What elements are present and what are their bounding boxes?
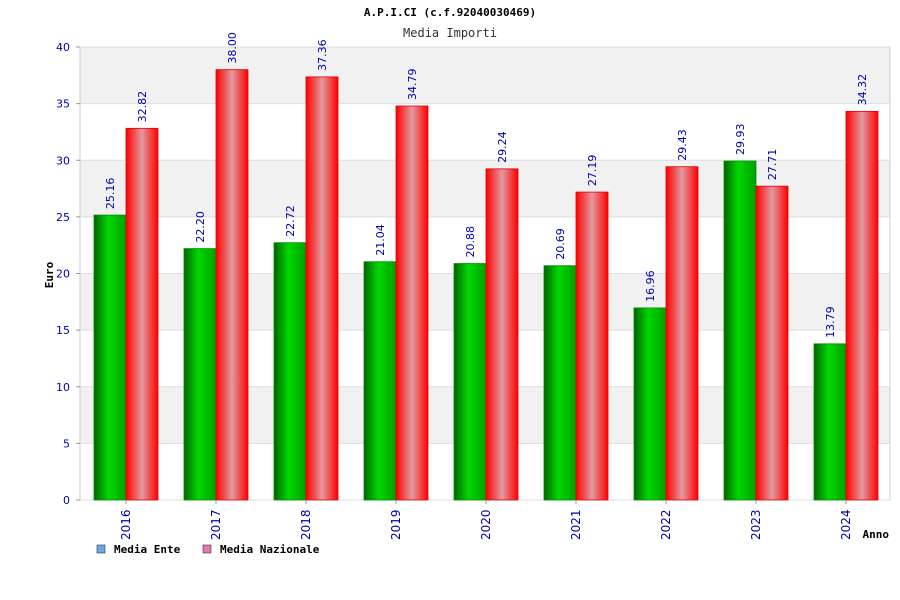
data-label: 38.00 xyxy=(226,32,239,64)
bar-nazionale-2018 xyxy=(305,76,339,501)
x-tick-label: 2019 xyxy=(389,509,403,540)
bar-nazionale-2019 xyxy=(395,105,429,501)
legend-label-ente: Media Ente xyxy=(114,543,181,556)
y-tick-label: 10 xyxy=(56,381,70,394)
bar-nazionale-2023 xyxy=(755,185,789,501)
data-label: 29.93 xyxy=(734,124,747,156)
bar-nazionale-2021 xyxy=(575,191,609,501)
bar-ente-2019 xyxy=(363,261,397,501)
plot-band xyxy=(80,47,890,104)
bar-ente-2022 xyxy=(633,307,667,501)
data-label: 22.20 xyxy=(194,211,207,243)
data-label: 29.43 xyxy=(676,129,689,161)
bar-ente-2023 xyxy=(723,160,757,501)
data-label: 13.79 xyxy=(824,306,837,338)
bar-nazionale-2017 xyxy=(215,69,249,501)
data-label: 27.71 xyxy=(766,149,779,181)
bar-ente-2021 xyxy=(543,265,577,501)
legend-label-nazionale: Media Nazionale xyxy=(220,543,320,556)
bar-nazionale-2016 xyxy=(125,127,159,501)
bar-ente-2017 xyxy=(183,248,217,501)
data-label: 16.96 xyxy=(644,270,657,302)
bar-nazionale-2024 xyxy=(845,110,879,501)
data-label: 22.72 xyxy=(284,205,297,237)
data-label: 27.19 xyxy=(586,155,599,187)
y-tick-label: 5 xyxy=(63,437,70,450)
y-axis: 0 5 10 15 20 25 30 35 40 xyxy=(56,41,80,507)
y-tick-label: 30 xyxy=(56,154,70,167)
chart-title: A.P.I.CI (c.f.92040030469) xyxy=(364,6,536,19)
bar-ente-2024 xyxy=(813,343,847,501)
bar-ente-2020 xyxy=(453,263,487,501)
x-tick-label: 2024 xyxy=(839,509,853,540)
bar-nazionale-2022 xyxy=(665,166,699,501)
data-label: 20.69 xyxy=(554,228,567,260)
data-label: 20.88 xyxy=(464,226,477,258)
bar-ente-2018 xyxy=(273,242,307,501)
x-tick-label: 2018 xyxy=(299,509,313,540)
x-axis: 2016 2017 2018 2019 2020 2021 2022 2023 2024 xyxy=(119,500,853,540)
data-label: 34.32 xyxy=(856,74,869,106)
plot-band xyxy=(80,103,890,161)
x-tick-label: 2016 xyxy=(119,509,133,540)
legend-swatch-nazionale xyxy=(202,544,212,554)
data-label: 25.16 xyxy=(104,178,117,210)
data-label: 21.04 xyxy=(374,224,387,256)
x-axis-label: Anno xyxy=(863,528,890,541)
x-tick-label: 2021 xyxy=(569,509,583,540)
data-label: 29.24 xyxy=(496,131,509,163)
y-tick-label: 0 xyxy=(63,494,70,507)
x-tick-label: 2023 xyxy=(749,509,763,540)
y-tick-label: 25 xyxy=(56,211,70,224)
y-tick-label: 40 xyxy=(56,41,70,54)
legend-swatch-ente xyxy=(96,544,106,554)
legend: Media Ente Media Nazionale xyxy=(96,543,320,556)
bar-ente-2016 xyxy=(93,214,127,501)
y-tick-label: 20 xyxy=(56,268,70,281)
y-axis-label: Euro xyxy=(43,261,56,288)
data-label: 32.82 xyxy=(136,91,149,123)
bars: 25.16 32.82 22.20 38.00 22.72 37.36 21.04 34.79… xyxy=(93,32,879,501)
x-tick-label: 2022 xyxy=(659,509,673,540)
x-tick-label: 2020 xyxy=(479,509,493,540)
y-tick-label: 15 xyxy=(56,324,70,337)
data-label: 37.36 xyxy=(316,39,329,71)
bar-nazionale-2020 xyxy=(485,168,519,501)
y-tick-label: 35 xyxy=(56,98,70,111)
data-label: 34.79 xyxy=(406,69,419,101)
chart-subtitle: Media Importi xyxy=(403,26,497,40)
x-tick-label: 2017 xyxy=(209,509,223,540)
